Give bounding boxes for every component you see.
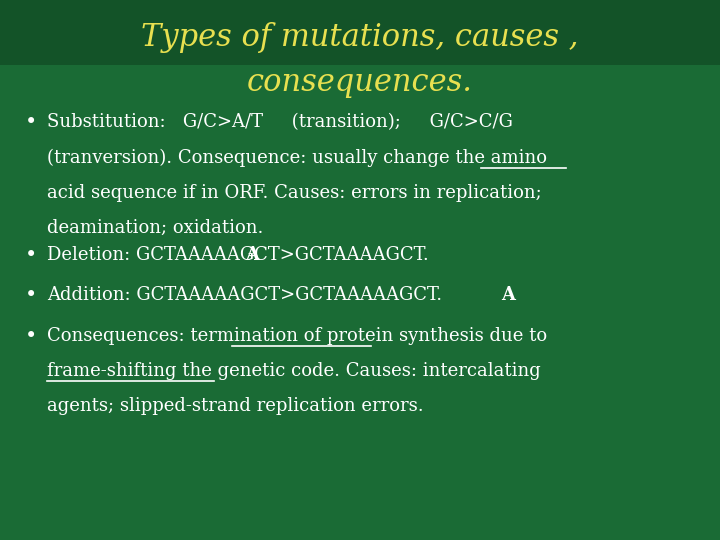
Text: (tranversion). Consequence: usually change the amino: (tranversion). Consequence: usually chan…	[47, 148, 546, 167]
Bar	[0, 0, 720, 65]
Text: •: •	[25, 246, 37, 265]
Text: agents; slipped-strand replication errors.: agents; slipped-strand replication error…	[47, 397, 423, 415]
Text: frame-shifting the genetic code. Causes: intercalating: frame-shifting the genetic code. Causes:…	[47, 362, 541, 380]
Text: •: •	[25, 327, 37, 346]
Text: Deletion: GCTAAAAAGCT>GCTAAAAGCT.: Deletion: GCTAAAAAGCT>GCTAAAAGCT.	[47, 246, 428, 264]
Text: acid sequence if in ORF. Causes: errors in replication;: acid sequence if in ORF. Causes: errors …	[47, 184, 541, 201]
Text: •: •	[25, 286, 37, 305]
Text: deamination; oxidation.: deamination; oxidation.	[47, 219, 264, 237]
Text: A: A	[501, 286, 515, 304]
Text: Substitution:   G/C>A/T     (transition);     G/C>C/G: Substitution: G/C>A/T (transition); G/C>…	[47, 113, 513, 131]
Text: Addition: GCTAAAAAGCT>GCTAAAAAGCT.: Addition: GCTAAAAAGCT>GCTAAAAAGCT.	[47, 286, 442, 304]
Text: consequences.: consequences.	[247, 68, 473, 98]
Text: Consequences: termination of protein synthesis due to: Consequences: termination of protein syn…	[47, 327, 547, 345]
Text: •: •	[25, 113, 37, 132]
Text: A: A	[246, 246, 259, 264]
Text: Types of mutations, causes ,: Types of mutations, causes ,	[141, 22, 579, 52]
